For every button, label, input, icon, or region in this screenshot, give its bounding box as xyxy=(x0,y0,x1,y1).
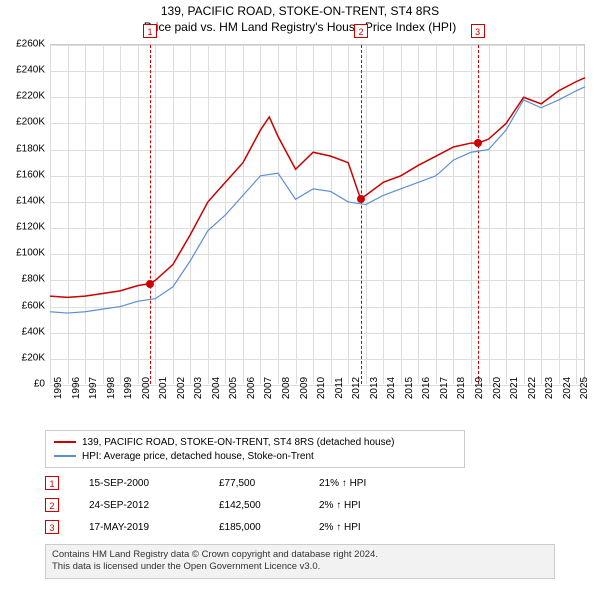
x-axis-label: 2021 xyxy=(509,377,520,399)
footer-line2: This data is licensed under the Open Gov… xyxy=(52,561,548,573)
title-subtitle: Price paid vs. HM Land Registry's House … xyxy=(0,20,600,34)
x-axis-label: 2014 xyxy=(386,377,397,399)
y-axis-label: £220K xyxy=(0,91,45,102)
legend-swatch xyxy=(54,455,76,457)
title-address: 139, PACIFIC ROAD, STOKE-ON-TRENT, ST4 8… xyxy=(0,4,600,18)
event-dot xyxy=(146,280,154,288)
x-axis-label: 2005 xyxy=(228,377,239,399)
event-row-badge: 1 xyxy=(45,476,59,490)
event-badge: 2 xyxy=(354,24,368,38)
event-table-row: 2 24-SEP-2012£142,5002% ↑ HPI xyxy=(45,494,555,516)
footer-line1: Contains HM Land Registry data © Crown c… xyxy=(52,549,548,561)
y-axis-label: £200K xyxy=(0,117,45,128)
x-axis-label: 2024 xyxy=(562,377,573,399)
legend: 139, PACIFIC ROAD, STOKE-ON-TRENT, ST4 8… xyxy=(45,430,465,468)
y-axis-label: £160K xyxy=(0,169,45,180)
x-axis-label: 2025 xyxy=(579,377,590,399)
y-axis-label: £100K xyxy=(0,248,45,259)
x-axis-label: 2010 xyxy=(316,377,327,399)
y-axis-label: £0 xyxy=(0,379,45,390)
x-axis-label: 1998 xyxy=(106,377,117,399)
x-axis-label: 1997 xyxy=(88,377,99,399)
event-row-date: 15-SEP-2000 xyxy=(89,478,219,489)
event-row-price: £185,000 xyxy=(219,522,319,533)
event-badge: 1 xyxy=(143,24,157,38)
x-axis-label: 2023 xyxy=(544,377,555,399)
series-line xyxy=(50,87,585,313)
x-axis-label: 2001 xyxy=(158,377,169,399)
x-axis-label: 2000 xyxy=(141,377,152,399)
legend-label: HPI: Average price, detached house, Stok… xyxy=(82,451,314,462)
event-table-row: 3 17-MAY-2019£185,0002% ↑ HPI xyxy=(45,516,555,538)
x-axis-label: 2012 xyxy=(351,377,362,399)
x-axis-label: 2004 xyxy=(211,377,222,399)
y-axis-label: £20K xyxy=(0,352,45,363)
event-table-row: 1 15-SEP-2000£77,50021% ↑ HPI xyxy=(45,472,555,494)
x-axis-label: 2003 xyxy=(193,377,204,399)
y-axis-label: £140K xyxy=(0,195,45,206)
x-axis-label: 2011 xyxy=(334,377,345,399)
y-axis-label: £80K xyxy=(0,274,45,285)
y-axis-label: £40K xyxy=(0,326,45,337)
x-axis-label: 2009 xyxy=(299,377,310,399)
event-row-date: 17-MAY-2019 xyxy=(89,522,219,533)
event-dot xyxy=(357,195,365,203)
y-axis-label: £60K xyxy=(0,300,45,311)
plot-region xyxy=(50,44,585,384)
x-axis-label: 1999 xyxy=(123,377,134,399)
x-axis-label: 2002 xyxy=(176,377,187,399)
footer-attribution: Contains HM Land Registry data © Crown c… xyxy=(45,544,555,579)
legend-row: HPI: Average price, detached house, Stok… xyxy=(54,449,456,463)
y-axis-label: £260K xyxy=(0,39,45,50)
x-axis-label: 2016 xyxy=(421,377,432,399)
chart-container: 139, PACIFIC ROAD, STOKE-ON-TRENT, ST4 8… xyxy=(0,0,600,590)
x-axis-label: 2020 xyxy=(492,377,503,399)
legend-swatch xyxy=(54,441,76,443)
x-axis-label: 2006 xyxy=(246,377,257,399)
x-axis-label: 1995 xyxy=(53,377,64,399)
events-table: 1 15-SEP-2000£77,50021% ↑ HPI 2 24-SEP-2012… xyxy=(45,472,555,538)
y-axis-label: £120K xyxy=(0,222,45,233)
x-axis-label: 2022 xyxy=(527,377,538,399)
y-axis-label: £240K xyxy=(0,65,45,76)
x-axis-label: 2018 xyxy=(456,377,467,399)
x-axis-label: 2019 xyxy=(474,377,485,399)
x-axis-label: 1996 xyxy=(71,377,82,399)
event-row-pct: 21% ↑ HPI xyxy=(319,478,439,489)
legend-label: 139, PACIFIC ROAD, STOKE-ON-TRENT, ST4 8… xyxy=(82,437,395,448)
title-block: 139, PACIFIC ROAD, STOKE-ON-TRENT, ST4 8… xyxy=(0,0,600,34)
event-badge: 3 xyxy=(471,24,485,38)
x-axis-label: 2007 xyxy=(263,377,274,399)
event-row-date: 24-SEP-2012 xyxy=(89,500,219,511)
x-axis-label: 2013 xyxy=(369,377,380,399)
event-row-pct: 2% ↑ HPI xyxy=(319,522,439,533)
x-axis-label: 2015 xyxy=(404,377,415,399)
legend-row: 139, PACIFIC ROAD, STOKE-ON-TRENT, ST4 8… xyxy=(54,435,456,449)
series-line xyxy=(50,78,585,298)
x-axis-label: 2017 xyxy=(439,377,450,399)
event-row-price: £77,500 xyxy=(219,478,319,489)
event-dot xyxy=(474,139,482,147)
event-row-badge: 2 xyxy=(45,498,59,512)
event-row-price: £142,500 xyxy=(219,500,319,511)
x-axis-label: 2008 xyxy=(281,377,292,399)
event-row-badge: 3 xyxy=(45,520,59,534)
chart-area: £0£20K£40K£60K£80K£100K£120K£140K£160K£1… xyxy=(50,44,585,384)
y-axis-label: £180K xyxy=(0,143,45,154)
line-series xyxy=(50,45,585,385)
event-row-pct: 2% ↑ HPI xyxy=(319,500,439,511)
